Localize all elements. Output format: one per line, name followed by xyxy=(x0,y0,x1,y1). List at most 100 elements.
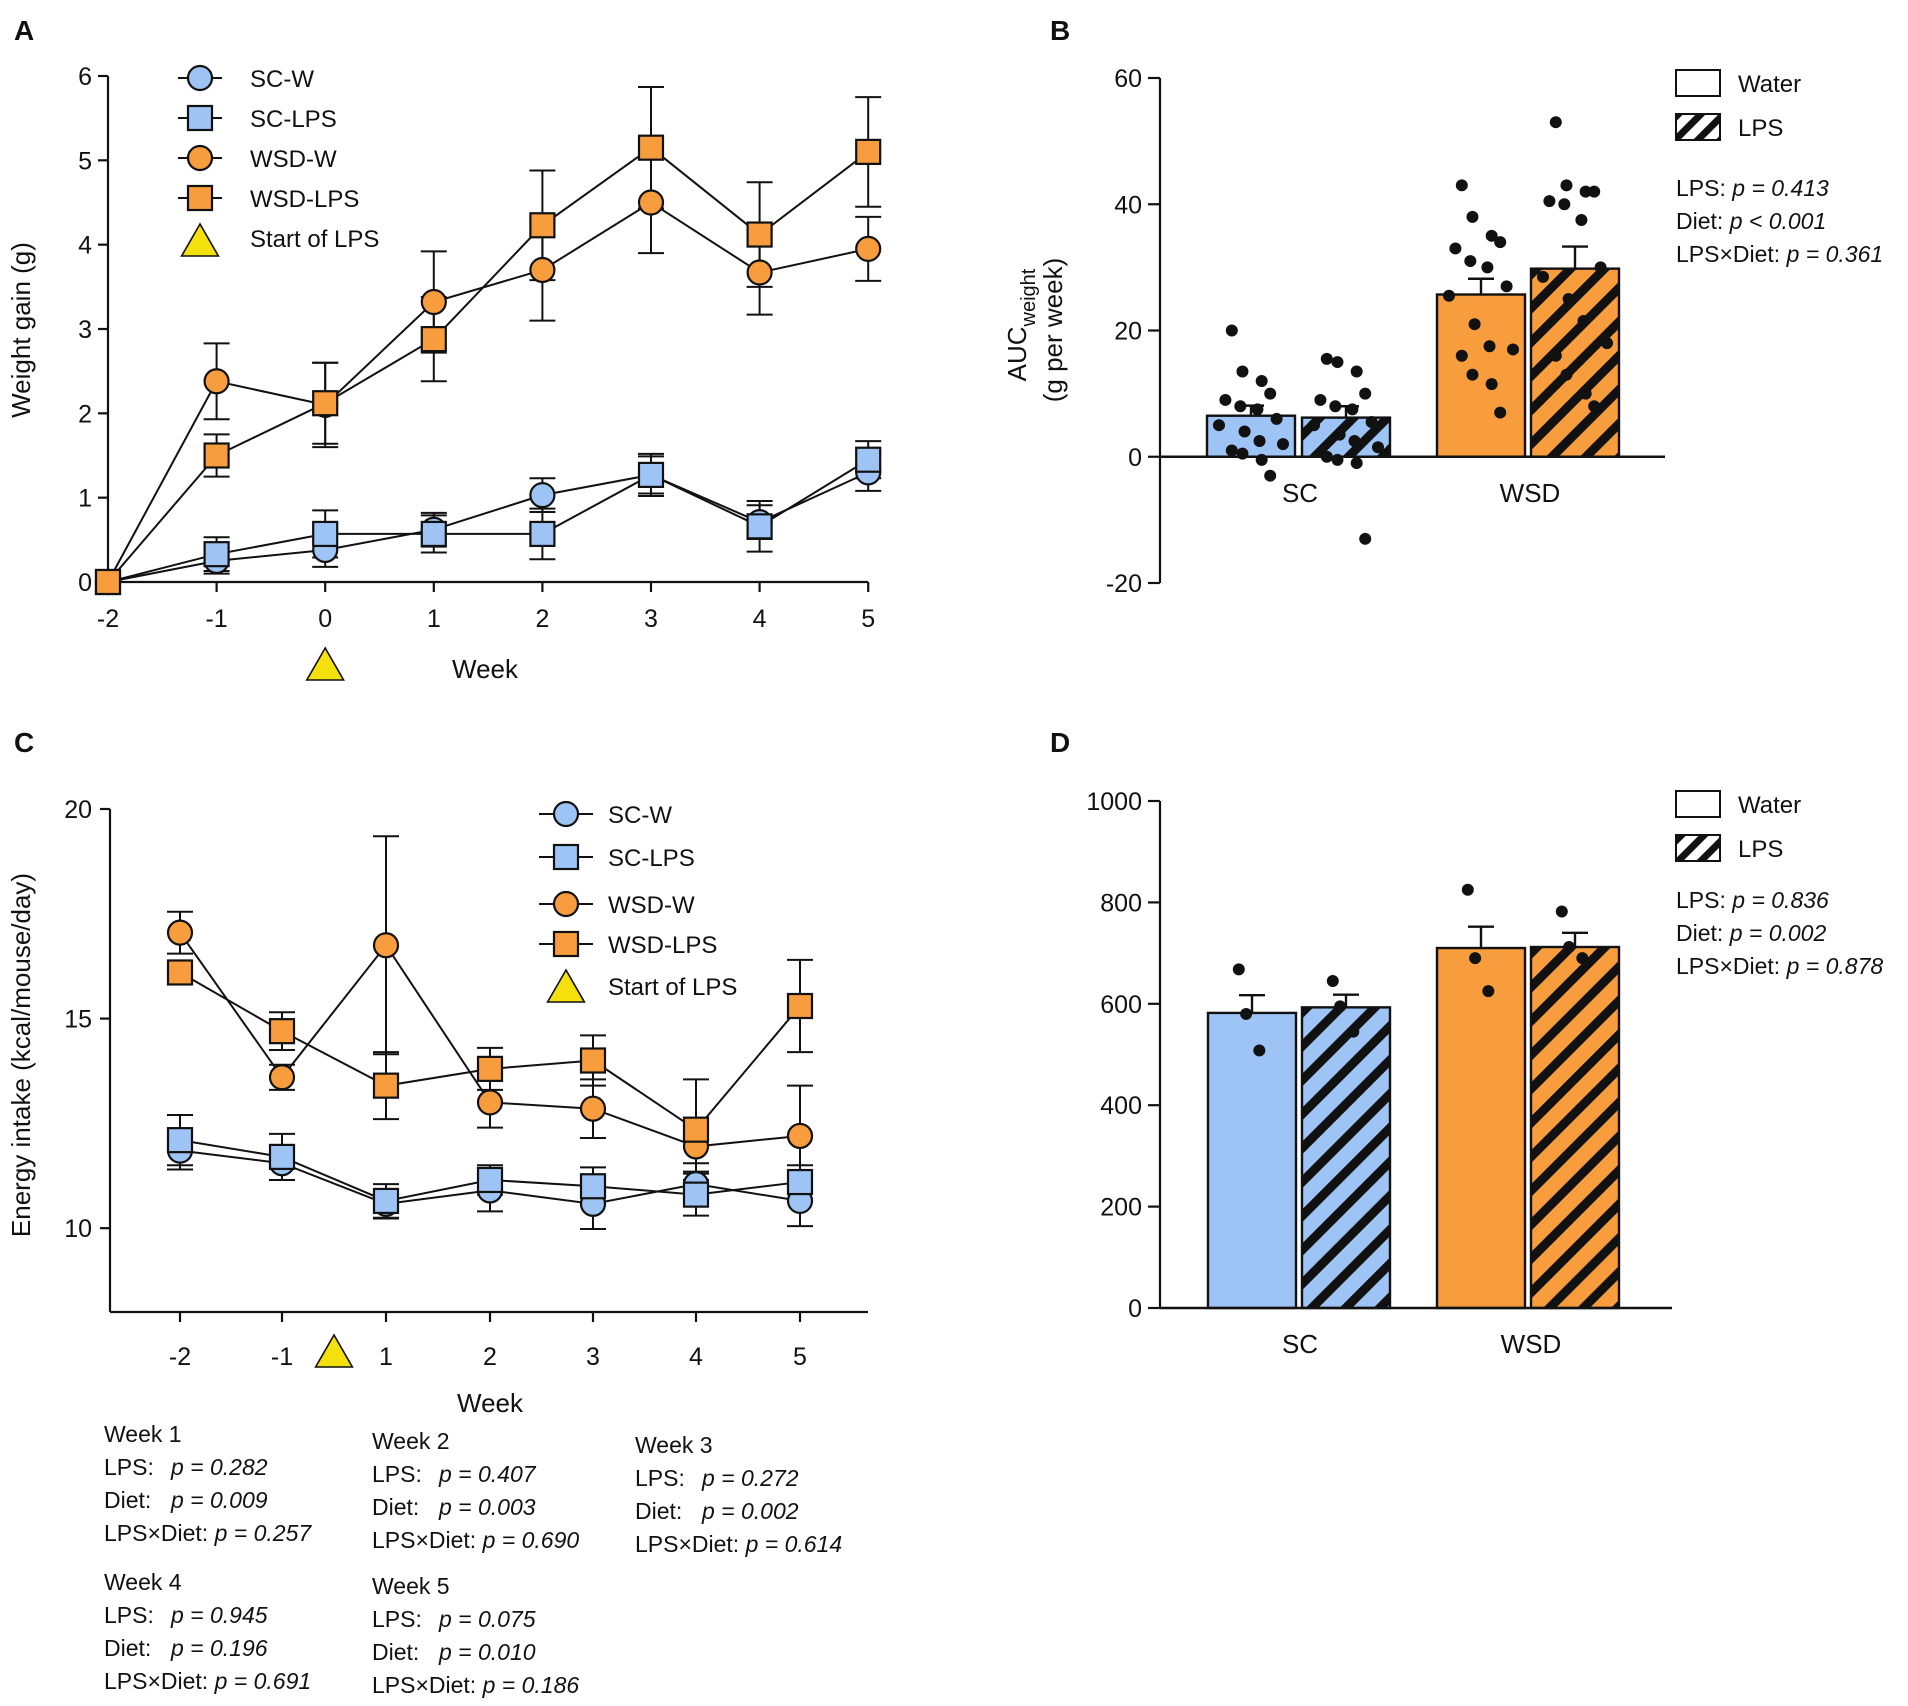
data-point-wsd-water xyxy=(1500,280,1513,293)
y-tick-label: 600 xyxy=(1100,991,1142,1019)
x-tick-label: 3 xyxy=(644,605,658,633)
data-point-sc-water xyxy=(1240,1007,1253,1020)
stat-p-value: p = 0.002 xyxy=(701,1498,799,1524)
legend-symbol-sc-w xyxy=(552,800,580,828)
stat-lps: LPS: p = 0.407 xyxy=(372,1461,537,1487)
legend-item-water: Water xyxy=(1675,790,1801,819)
stat-label: LPS×Diet: xyxy=(372,1672,483,1698)
data-point-sc-lps xyxy=(1347,1025,1360,1038)
data-point-wsd-lps xyxy=(94,568,122,596)
stat-label: LPS: xyxy=(1676,887,1732,913)
y-tick-label: 15 xyxy=(64,1006,92,1034)
data-point-sc-lps xyxy=(1359,532,1372,545)
legend-item-lps: LPS xyxy=(1675,113,1783,142)
legend-symbol-sc-lps xyxy=(552,843,580,871)
x-tick-label: 4 xyxy=(689,1343,703,1371)
stat-label: LPS×Diet: xyxy=(635,1531,746,1557)
x-tick-label: 1 xyxy=(427,605,441,633)
stat-lps-diet: LPS×Diet: p = 0.257 xyxy=(104,1520,312,1546)
data-point-wsd-lps xyxy=(786,992,814,1020)
stat-p-value: p = 0.272 xyxy=(701,1465,799,1491)
stat-p-value: p = 0.836 xyxy=(1731,887,1829,913)
data-point-wsd-lps xyxy=(420,326,447,353)
data-point-sc-w xyxy=(529,482,556,509)
panel-d-label: D xyxy=(1050,727,1070,758)
data-point-wsd-w xyxy=(637,189,665,216)
data-point-sc-water xyxy=(1253,1044,1266,1057)
y-axis-title: Energy intake (kcal/mouse/day) xyxy=(6,873,36,1237)
legend-symbol-sc-lps xyxy=(186,104,214,132)
data-point-wsd-w xyxy=(579,1095,607,1122)
legend-label: SC-W xyxy=(608,802,672,829)
data-point-wsd-water xyxy=(1455,349,1468,362)
y-tick-label: 800 xyxy=(1100,889,1142,917)
data-point-wsd-w xyxy=(855,235,882,262)
legend-label: SC-LPS xyxy=(250,106,337,133)
panel-c-energy-intake-chart: 10 15 20 -2 -1 1 2 3 4 5 Week Energy intake (kcal/m… xyxy=(6,796,868,1698)
stat-p-value: p = 0.002 xyxy=(1729,920,1827,946)
legend-label: LPS xyxy=(1738,836,1783,863)
y-tick-label: 0 xyxy=(78,569,92,597)
y-tick-label: 1 xyxy=(78,485,92,513)
data-point-wsd-w xyxy=(372,932,400,959)
x-tick-label: 5 xyxy=(793,1343,807,1371)
stat-label: LPS: xyxy=(635,1465,691,1491)
y-axis-title: Weight gain (g) xyxy=(6,242,36,418)
stat-p-value: p = 0.003 xyxy=(438,1494,536,1520)
x-category-label-sc: SC xyxy=(1282,1329,1318,1359)
x-axis-title: Week xyxy=(452,654,519,684)
bar-wsd-water xyxy=(1435,946,1527,1310)
data-point-wsd-water xyxy=(1464,255,1477,268)
stat-p-value: p = 0.009 xyxy=(170,1487,268,1513)
stat-lps-diet: LPS×Diet: p = 0.691 xyxy=(104,1668,311,1694)
data-point-sc-lps xyxy=(1346,403,1359,416)
data-point-wsd-lps xyxy=(268,1018,296,1045)
data-point-sc-lps xyxy=(1326,974,1339,987)
data-point-sc-lps xyxy=(1331,356,1344,369)
y-axis-title-main: AUC xyxy=(1002,326,1032,381)
y-tick-label: 20 xyxy=(64,796,92,824)
y-axis-title-subscript: weight xyxy=(1018,268,1040,327)
legend-symbol-wsd-w xyxy=(186,144,214,172)
stats-block-week-4: Week 4 LPS: p = 0.945 Diet: p = 0.196 LPS×D… xyxy=(104,1569,311,1694)
data-point-sc-water xyxy=(1251,403,1264,416)
legend-item-sc-lps: SC-LPS xyxy=(539,843,695,872)
data-point-wsd-lps xyxy=(1555,905,1568,918)
legend-swatch-water xyxy=(1675,790,1721,818)
stat-diet: Diet: p = 0.002 xyxy=(635,1498,799,1524)
data-point-sc-lps xyxy=(1333,428,1346,441)
stat-lps-diet: LPS×Diet: p = 0.361 xyxy=(1676,241,1883,267)
data-point-wsd-lps xyxy=(1576,952,1589,965)
stat-p-value: p < 0.001 xyxy=(1729,208,1827,234)
legend-label: SC-W xyxy=(250,66,314,93)
legend-label: Start of LPS xyxy=(608,974,737,1001)
data-point-sc-lps xyxy=(746,513,773,540)
data-point-wsd-lps xyxy=(682,1116,710,1143)
legend-swatch-lps xyxy=(1675,113,1721,141)
legend-symbol-wsd-lps xyxy=(552,930,580,958)
stat-label: LPS: xyxy=(104,1454,160,1480)
x-tick-label: -1 xyxy=(271,1343,293,1371)
data-point-wsd-water xyxy=(1494,406,1507,419)
stat-label: Diet: xyxy=(372,1494,426,1520)
data-point-wsd-water xyxy=(1468,318,1481,331)
stat-label: LPS: xyxy=(372,1606,428,1632)
series-line-sc-w xyxy=(107,471,869,583)
data-point-sc-water xyxy=(1225,444,1238,457)
bar-wsd-lps xyxy=(1529,945,1621,1310)
stat-label: LPS: xyxy=(372,1461,428,1487)
y-tick-label: 60 xyxy=(1114,65,1142,93)
y-tick-label: 400 xyxy=(1100,1092,1142,1120)
data-point-sc-lps xyxy=(1320,352,1333,365)
stat-lps: LPS: p = 0.836 xyxy=(1676,887,1829,913)
data-point-wsd-lps xyxy=(1594,261,1607,274)
data-point-wsd-water xyxy=(1461,883,1474,896)
stat-lps-diet: LPS×Diet: p = 0.690 xyxy=(372,1527,579,1553)
series-line-sc-lps xyxy=(107,458,869,583)
data-point-wsd-lps xyxy=(746,221,773,248)
data-point-wsd-lps xyxy=(1560,368,1573,381)
legend-triangle-icon xyxy=(546,968,586,1003)
legend-triangle-icon xyxy=(180,222,220,257)
stat-p-value: p = 0.945 xyxy=(170,1602,268,1628)
